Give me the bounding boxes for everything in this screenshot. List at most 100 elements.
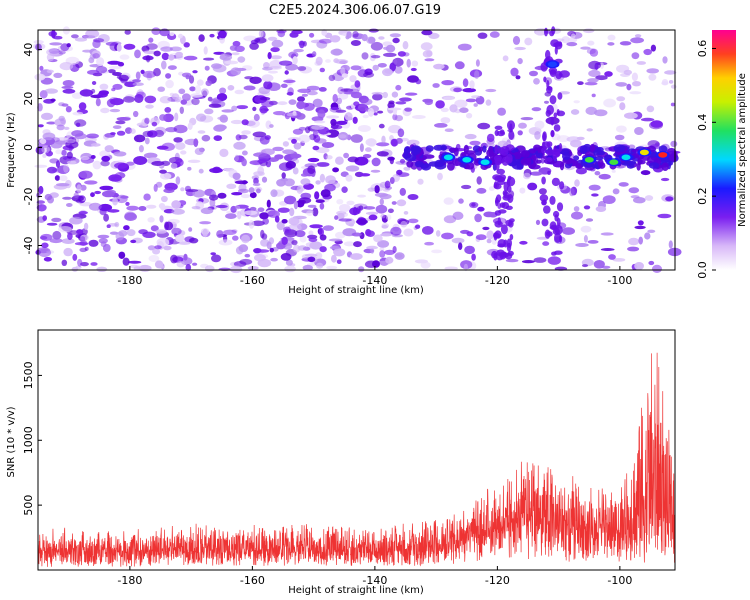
spectrogram-cell xyxy=(164,221,174,231)
y-tick-label: 1500 xyxy=(22,361,35,389)
spectrogram-cell xyxy=(64,138,76,144)
spectrogram-cell xyxy=(56,124,65,131)
spectrogram-cell xyxy=(123,43,136,50)
spectrogram-cell xyxy=(163,245,172,251)
spectrogram-cell xyxy=(291,138,297,144)
spectrogram-cell xyxy=(395,137,403,144)
spectrogram-cell xyxy=(225,213,237,220)
spectrogram-cell xyxy=(379,193,392,200)
spectrogram-streak-cell xyxy=(555,70,563,80)
spectrogram-cell xyxy=(237,211,242,220)
spectrogram-cell xyxy=(106,189,116,195)
spectrogram-cell xyxy=(571,211,583,220)
spectrogram-cell xyxy=(170,163,178,169)
spectrogram-cell xyxy=(188,75,195,84)
spectrogram-cell xyxy=(244,76,254,80)
spectrogram-cell xyxy=(433,63,445,70)
spectrogram-cell xyxy=(269,124,274,128)
spectrogram-cell xyxy=(328,74,336,82)
spectrogram-cell xyxy=(562,227,575,235)
spectrogram-cell xyxy=(241,119,249,126)
spectrogram-cell xyxy=(529,70,538,77)
spectrogram-cell xyxy=(33,40,44,44)
spectrogram-streak-cell xyxy=(542,131,547,142)
spectrogram-cell xyxy=(301,254,309,259)
spectrogram-cell xyxy=(173,124,188,134)
spectrogram-cell xyxy=(292,128,304,135)
spectrogram-cell xyxy=(86,133,99,139)
spectrogram-cell xyxy=(395,84,402,91)
spectrogram-cell xyxy=(166,187,174,191)
spectrogram-cell xyxy=(174,112,179,122)
spectrogram-band-cell xyxy=(406,160,414,168)
spectrogram-streak-cell xyxy=(546,157,553,162)
spectrogram-cell xyxy=(179,106,184,115)
spectrogram-cell xyxy=(410,67,417,72)
spectrogram-cell xyxy=(582,264,588,268)
spectrogram-cell xyxy=(435,100,445,109)
spectrogram-cell xyxy=(277,101,288,106)
spectrogram-cell xyxy=(367,187,375,192)
spectrogram-frame xyxy=(37,29,676,271)
spectrogram-cell xyxy=(78,170,93,179)
spectrogram-cell xyxy=(389,177,395,184)
spectrogram-cell xyxy=(270,189,278,198)
spectrogram-cell xyxy=(146,204,157,209)
x-tick-label: -160 xyxy=(240,574,265,587)
spectrogram-cell xyxy=(373,234,383,243)
spectrogram-cell xyxy=(41,145,50,154)
spectrogram-cell xyxy=(148,37,154,43)
spectrogram-cell xyxy=(159,114,167,121)
spectrogram-cell xyxy=(249,42,259,50)
spectrogram-cell xyxy=(517,130,523,136)
spectrogram-streak-cell xyxy=(493,252,498,261)
spectrogram-cell xyxy=(291,240,298,246)
spectrogram-cell xyxy=(588,69,601,78)
spectrogram-cell xyxy=(469,201,479,209)
spectrogram-cell xyxy=(195,113,207,122)
spectrogram-cell xyxy=(204,108,214,115)
spectrogram-cell xyxy=(63,163,69,173)
spectrogram-cell xyxy=(199,221,212,225)
spectrogram-cell xyxy=(165,79,174,89)
spectrogram-cell xyxy=(160,172,172,180)
spectrogram-cell xyxy=(164,107,172,113)
spectrogram-cell xyxy=(145,104,154,109)
snr-frame xyxy=(37,329,676,571)
spectrogram-cell xyxy=(112,83,123,90)
spectrogram-cell xyxy=(594,171,601,176)
spectrogram-streak-cell xyxy=(503,239,508,248)
spectrogram-cell xyxy=(62,196,73,200)
spectrogram-cell xyxy=(46,69,54,74)
spectrogram-cell xyxy=(357,194,366,198)
colorbar-tick-label: 0.2 xyxy=(696,187,709,205)
spectrogram-cell xyxy=(335,59,349,65)
spectrogram-cell xyxy=(514,46,526,51)
spectrogram-streak-cell xyxy=(558,143,563,152)
spectrogram-cell xyxy=(379,250,386,258)
spectrogram-cell xyxy=(452,211,464,220)
spectrogram-cell xyxy=(143,50,157,54)
spectrogram-cell xyxy=(534,131,541,140)
spectrogram-cell xyxy=(575,167,588,175)
spectrogram-cell xyxy=(208,103,222,108)
spectrogram-cell xyxy=(350,134,363,143)
spectrogram-cell xyxy=(59,175,68,182)
spectrogram-cell xyxy=(628,144,636,150)
spectrogram-cell xyxy=(670,140,678,148)
spectrogram-streak-cell xyxy=(545,149,555,156)
spectrogram-cell xyxy=(260,239,270,247)
spectrogram-cell xyxy=(329,245,340,250)
spectrogram-cell xyxy=(123,225,130,231)
spectrogram-feature xyxy=(548,61,557,68)
spectrogram-cell xyxy=(77,258,83,267)
spectrogram-cell xyxy=(132,79,142,83)
spectrogram-cell xyxy=(619,102,626,111)
spectrogram-cell xyxy=(201,134,211,142)
spectrogram-cell xyxy=(379,198,384,206)
spectrogram-cell xyxy=(196,79,204,86)
spectrogram-cell xyxy=(367,107,375,117)
spectrogram-streak-cell xyxy=(549,195,556,205)
spectrogram-y-ticks: -40 -20 0 20 40 xyxy=(22,43,42,254)
spectrogram-cell xyxy=(469,80,475,89)
